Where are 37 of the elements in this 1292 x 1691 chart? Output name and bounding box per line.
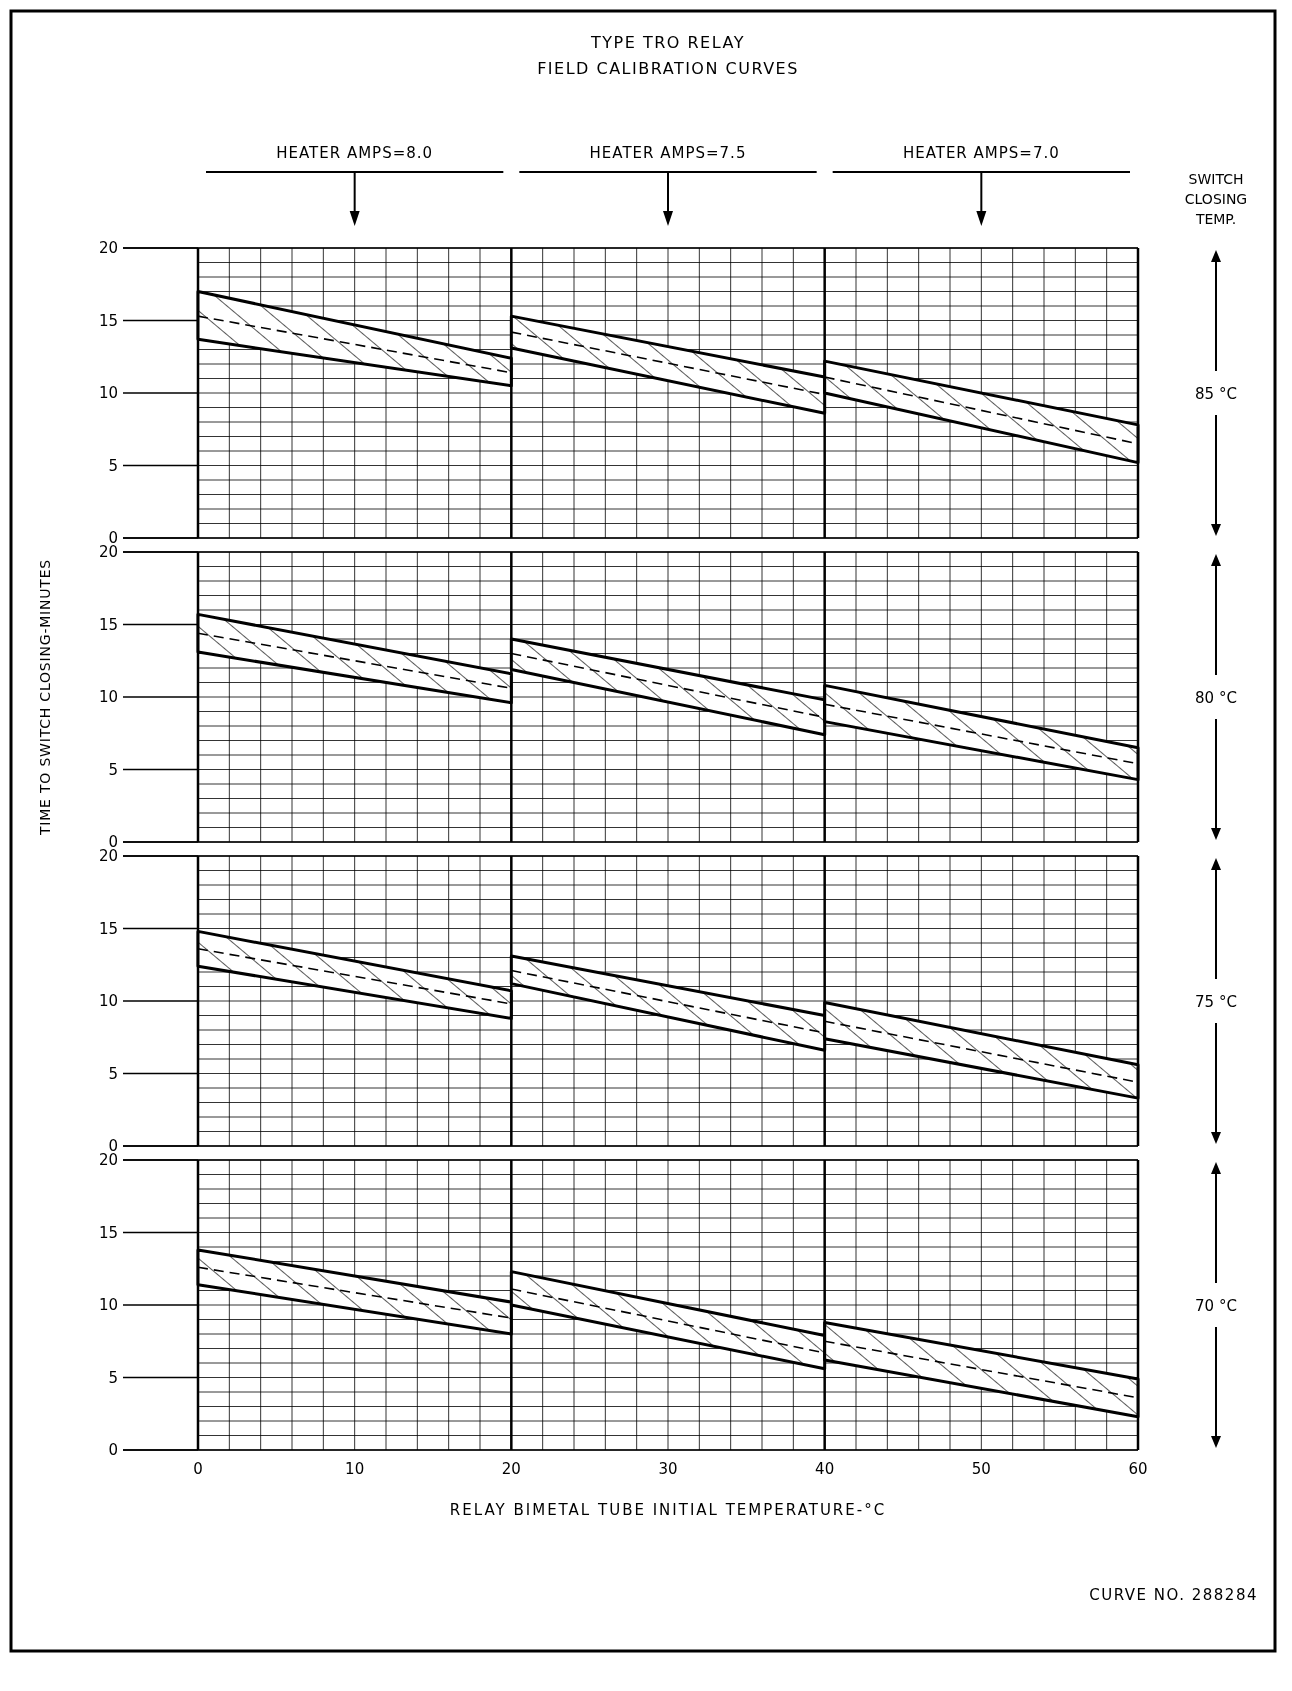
y-tick-label: 10 bbox=[98, 688, 118, 706]
y2-axis-title: 80 °C bbox=[1195, 689, 1237, 707]
y-tick-label: 0 bbox=[108, 1441, 118, 1459]
x-tick-label: 20 bbox=[501, 1460, 521, 1478]
text: SWITCH CLOSING TEMP. bbox=[1184, 171, 1248, 227]
y-tick-label: 15 bbox=[98, 1223, 118, 1242]
y-tick-label: 5 bbox=[108, 760, 118, 779]
y-tick-label: 20 bbox=[98, 847, 118, 865]
x-tick-label: 0 bbox=[193, 1460, 203, 1478]
x-tick-label: 10 bbox=[345, 1460, 365, 1478]
x-tick-label: 30 bbox=[658, 1460, 678, 1478]
y-tick-label: 5 bbox=[108, 1064, 118, 1083]
y-tick-label: 10 bbox=[98, 384, 118, 402]
text: CURVE NO. 288284 bbox=[1089, 1586, 1258, 1604]
x-tick-label: 40 bbox=[815, 1460, 835, 1478]
y-tick-label: 20 bbox=[98, 543, 118, 561]
text: HEATER AMPS=7.0 bbox=[902, 144, 1060, 162]
text: HEATER AMPS=8.0 bbox=[276, 144, 434, 162]
y2-axis-title: 70 °C bbox=[1195, 1297, 1237, 1315]
y-tick-label: 15 bbox=[98, 919, 118, 938]
y2-axis-title: 75 °C bbox=[1195, 993, 1237, 1011]
y-tick-label: 15 bbox=[98, 615, 118, 634]
x-tick-label: 60 bbox=[1128, 1460, 1148, 1478]
y-tick-label: 10 bbox=[98, 1296, 118, 1314]
chart-title: TYPE TRO RELAY bbox=[590, 33, 745, 52]
y-tick-label: 20 bbox=[98, 1151, 118, 1169]
y-tick-label: 5 bbox=[108, 456, 118, 475]
y-axis-title: TIME TO SWITCH CLOSING-MINUTES bbox=[37, 558, 53, 837]
y-tick-label: 5 bbox=[108, 1368, 118, 1387]
y-tick-label: 10 bbox=[98, 992, 118, 1010]
y-tick-label: 20 bbox=[98, 239, 118, 257]
y-tick-label: 15 bbox=[98, 311, 118, 330]
chart-subtitle: FIELD CALIBRATION CURVES bbox=[537, 59, 799, 78]
y2-axis-title: 85 °C bbox=[1195, 385, 1237, 403]
x-axis-title: RELAY BIMETAL TUBE INITIAL TEMPERATURE-°C bbox=[449, 1501, 887, 1519]
x-tick-label: 50 bbox=[971, 1460, 991, 1478]
text: HEATER AMPS=7.5 bbox=[589, 144, 747, 162]
